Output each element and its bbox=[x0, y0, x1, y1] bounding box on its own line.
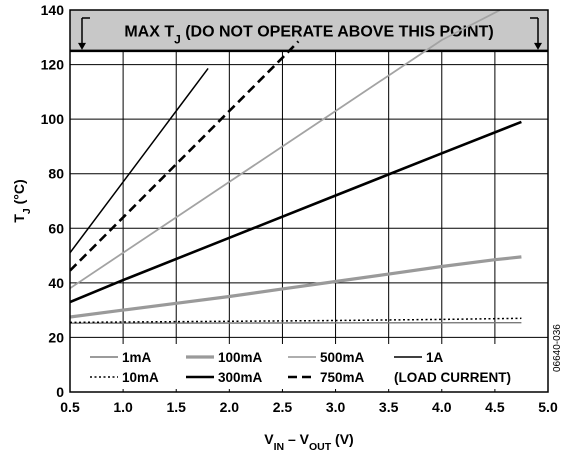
x-tick-label: 2.5 bbox=[273, 399, 293, 415]
x-tick-label: 1.5 bbox=[166, 399, 186, 415]
legend-label-10ma: 10mA bbox=[122, 370, 159, 385]
y-tick-label: 140 bbox=[41, 2, 65, 18]
x-tick-label: 4.0 bbox=[432, 399, 452, 415]
legend-label-1ma: 1mA bbox=[122, 350, 152, 365]
x-tick-label: 3.0 bbox=[326, 399, 346, 415]
left-arrow-icon bbox=[78, 17, 90, 50]
plot-frame bbox=[69, 9, 549, 393]
y-tick-label: 0 bbox=[56, 384, 64, 400]
y-tick-label: 80 bbox=[48, 166, 64, 182]
y-axis-ticks: 0 20 40 60 80 100 120 140 bbox=[41, 2, 65, 400]
y-tick-label: 120 bbox=[41, 57, 65, 73]
x-tick-label: 1.0 bbox=[113, 399, 133, 415]
banner-text: MAX TJ (DO NOT OPERATE ABOVE THIS POINT) bbox=[124, 23, 493, 46]
legend-label-500ma: 500mA bbox=[320, 350, 365, 365]
series-line-750ma bbox=[70, 40, 300, 272]
y-tick-label: 40 bbox=[48, 275, 64, 291]
x-tick-label: 4.5 bbox=[485, 399, 505, 415]
legend-label-750ma: 750mA bbox=[320, 370, 365, 385]
legend-background bbox=[71, 344, 547, 389]
series-line-300ma bbox=[70, 120, 522, 304]
series-line-10ma bbox=[70, 317, 522, 324]
x-tick-label: 2.0 bbox=[220, 399, 240, 415]
y-tick-label: 60 bbox=[48, 220, 64, 236]
series-line-500ma bbox=[70, 10, 501, 290]
legend-label-1a: 1A bbox=[426, 350, 444, 365]
y-tick-label: 20 bbox=[48, 329, 64, 345]
grid bbox=[70, 10, 548, 392]
series-line-1ma bbox=[70, 322, 522, 324]
legend-label-300ma: 300mA bbox=[218, 370, 263, 385]
series-group bbox=[70, 10, 522, 324]
x-tick-label: 3.5 bbox=[379, 399, 399, 415]
y-tick-label: 100 bbox=[41, 111, 65, 127]
y-axis-label: TJ (°C) bbox=[11, 179, 33, 222]
banner-fill bbox=[70, 10, 548, 51]
legend-footer: (LOAD CURRENT) bbox=[394, 370, 511, 385]
right-arrow-icon bbox=[530, 17, 542, 50]
series-line-1a bbox=[70, 67, 209, 254]
legend: 1mA 100mA 500mA 1A 10mA 300mA 750mA (LOAD CURRE… bbox=[71, 344, 547, 389]
x-tick-label: 0.5 bbox=[60, 399, 80, 415]
max-tj-banner: MAX TJ (DO NOT OPERATE ABOVE THIS POINT) bbox=[70, 10, 548, 53]
x-axis-ticks: 0.5 1.0 1.5 2.0 2.5 3.0 3.5 4.0 4.5 5.0 bbox=[60, 399, 558, 415]
figure-id: 06640-036 bbox=[552, 324, 563, 372]
x-tick-label: 5.0 bbox=[538, 399, 558, 415]
x-axis-label: VIN – VOUT (V) bbox=[264, 431, 353, 453]
legend-label-100ma: 100mA bbox=[218, 350, 263, 365]
series-line-100ma bbox=[70, 255, 522, 319]
